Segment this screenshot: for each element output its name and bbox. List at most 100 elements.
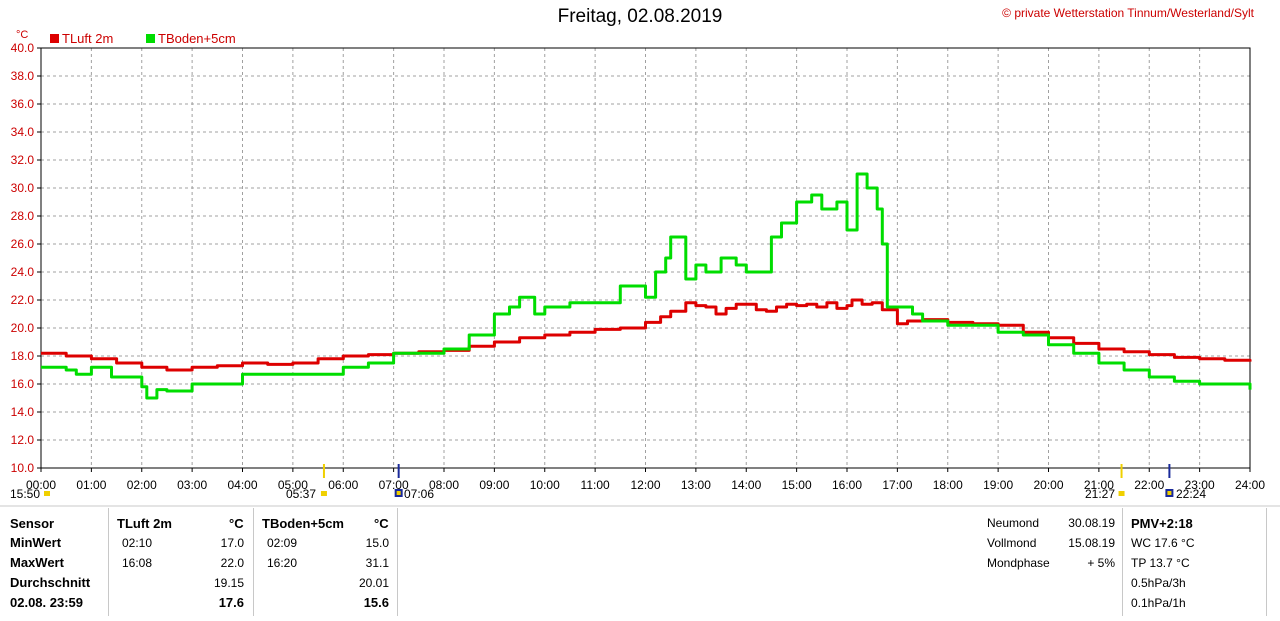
y-tick-label: 14.0 <box>11 405 35 419</box>
tboden-min-time: 02:09 <box>267 536 298 550</box>
x-tick-label: 07:00 <box>379 478 409 492</box>
y-tick-label: 28.0 <box>11 209 35 223</box>
tluft-avg-value: 19.15 <box>213 576 244 590</box>
neumond-label: Neumond <box>987 516 1040 530</box>
y-tick-label: 36.0 <box>11 97 35 111</box>
x-tick-label: 20:00 <box>1033 478 1063 492</box>
tluft-unit: °C <box>229 516 244 531</box>
x-tick-label: 04:00 <box>227 478 257 492</box>
legend-item-tboden: TBoden+5cm <box>146 31 236 46</box>
series-line-tboden <box>41 172 1252 400</box>
stats-row-current: 02.08. 23:59 <box>10 595 84 610</box>
x-tick-label: 19:00 <box>983 478 1013 492</box>
x-tick-label: 24:00 <box>1235 478 1265 492</box>
x-tick-label: 03:00 <box>177 478 207 492</box>
y-tick-label: 22.0 <box>11 293 35 307</box>
x-tick-label: 01:00 <box>76 478 106 492</box>
moonset-time: 07:06 <box>404 487 435 501</box>
x-tick-label: 23:00 <box>1185 478 1215 492</box>
x-tick-label: 11:00 <box>581 478 610 492</box>
x-tick-label: 12:00 <box>630 478 660 492</box>
x-tick-label: 05:00 <box>278 478 308 492</box>
sun-icon <box>44 491 50 496</box>
x-tick-label: 14:00 <box>731 478 761 492</box>
pressure-3h-value: 0.5hPa/3h <box>1131 576 1186 590</box>
tboden-max-time: 16:20 <box>267 556 298 570</box>
y-tick-label: 34.0 <box>11 125 35 139</box>
x-tick-label: 16:00 <box>832 478 862 492</box>
tluft-current-value: 17.6 <box>218 595 244 610</box>
x-tick-label: 15:00 <box>782 478 812 492</box>
mondphase-value: + 5% <box>1087 556 1115 570</box>
stats-sensor-header: Sensor <box>10 516 55 531</box>
legend-label-tluft: TLuft 2m <box>62 31 114 46</box>
tluft-max-time: 16:08 <box>122 556 153 570</box>
chart-title: Freitag, 02.08.2019 <box>557 6 723 27</box>
y-tick-label: 20.0 <box>11 321 35 335</box>
x-tick-label: 00:00 <box>26 478 56 492</box>
y-axis-unit: °C <box>16 29 28 41</box>
legend-item-tluft: TLuft 2m <box>50 31 113 46</box>
tluft-header: TLuft 2m <box>117 516 172 531</box>
moon-prev-time: 15:50 <box>10 487 41 501</box>
legend-label-tboden: TBoden+5cm <box>158 31 236 46</box>
y-tick-label: 18.0 <box>11 349 35 363</box>
mondphase-label: Mondphase <box>987 556 1050 570</box>
panel-divider <box>1122 508 1123 616</box>
tluft-max-value: 22.0 <box>220 556 244 570</box>
copyright-text: © private Wetterstation Tinnum/Westerlan… <box>1002 6 1254 20</box>
stats-row-max: MaxWert <box>10 555 64 570</box>
moon-icon-inner <box>1167 491 1172 495</box>
x-tick-label: 21:00 <box>1084 478 1114 492</box>
vollmond-label: Vollmond <box>987 536 1037 550</box>
legend-swatch-red <box>50 34 59 43</box>
neumond-date: 30.08.19 <box>1068 516 1115 530</box>
tboden-header: TBoden+5cm <box>262 516 344 531</box>
y-tick-label: 40.0 <box>11 41 35 55</box>
tboden-current-value: 15.6 <box>363 595 389 610</box>
y-tick-label: 16.0 <box>11 377 35 391</box>
x-tick-label: 22:00 <box>1134 478 1164 492</box>
x-tick-label: 09:00 <box>479 478 509 492</box>
x-tick-label: 10:00 <box>530 478 560 492</box>
stats-row-avg: Durchschnitt <box>10 575 91 590</box>
tluft-min-value: 17.0 <box>220 536 244 550</box>
panel-divider <box>397 508 398 616</box>
y-tick-label: 12.0 <box>11 433 35 447</box>
x-tick-label: 17:00 <box>882 478 912 492</box>
panel-divider <box>108 508 109 616</box>
tluft-min-time: 02:10 <box>122 536 153 550</box>
x-tick-label: 18:00 <box>933 478 963 492</box>
dewpoint-value: TP 13.7 °C <box>1131 556 1190 570</box>
windchill-value: WC 17.6 °C <box>1131 536 1195 550</box>
y-tick-label: 24.0 <box>11 265 35 279</box>
pressure-1h-value: 0.1hPa/1h <box>1131 596 1186 610</box>
series-line-tluft <box>41 298 1252 372</box>
sunset-time: 21:27 <box>1085 487 1116 501</box>
y-tick-label: 38.0 <box>11 69 35 83</box>
y-tick-label: 30.0 <box>11 181 35 195</box>
panel-divider <box>1266 508 1267 616</box>
pmv-title: PMV+2:18 <box>1131 516 1193 531</box>
x-tick-label: 06:00 <box>328 478 358 492</box>
x-tick-label: 13:00 <box>681 478 711 492</box>
stats-row-min: MinWert <box>10 535 62 550</box>
x-tick-label: 08:00 <box>429 478 459 492</box>
y-tick-label: 10.0 <box>11 461 35 475</box>
tboden-max-value: 31.1 <box>365 556 389 570</box>
sun-icon <box>1118 491 1125 496</box>
y-tick-label: 26.0 <box>11 237 35 251</box>
moon-icon-inner <box>396 491 401 495</box>
y-tick-label: 32.0 <box>11 153 35 167</box>
x-tick-label: 02:00 <box>127 478 157 492</box>
tboden-min-value: 15.0 <box>365 536 389 550</box>
moonrise-time: 22:24 <box>1176 487 1207 501</box>
legend-swatch-green <box>146 34 155 43</box>
panel-divider <box>253 508 254 616</box>
sun-icon <box>320 491 327 496</box>
tboden-unit: °C <box>374 516 389 531</box>
tboden-avg-value: 20.01 <box>358 576 389 590</box>
sunrise-time: 05:37 <box>286 487 317 501</box>
vollmond-date: 15.08.19 <box>1068 536 1115 550</box>
